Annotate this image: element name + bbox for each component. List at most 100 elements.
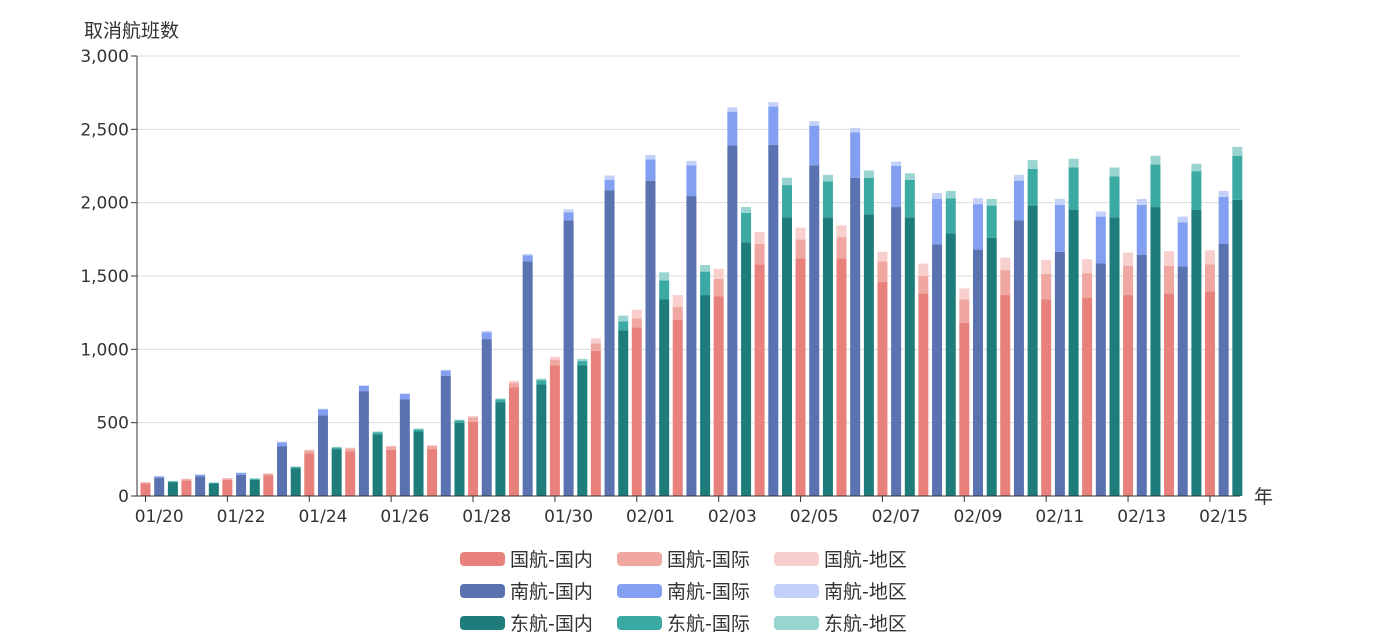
bar-segment	[140, 483, 151, 496]
bar-segment	[277, 441, 288, 443]
bar-segment	[1000, 257, 1011, 271]
bar-segment	[1177, 216, 1188, 223]
bar-segment	[604, 175, 615, 180]
bar-segment	[1191, 163, 1202, 172]
bar-segment	[836, 225, 847, 238]
legend-swatch	[774, 616, 819, 630]
bar-segment	[508, 383, 519, 388]
bar-segment	[672, 306, 683, 320]
bar-segment	[440, 375, 451, 496]
bar-segment	[577, 358, 588, 362]
bar-segment	[563, 212, 574, 221]
bar-segment	[167, 481, 178, 483]
bar-segment	[850, 127, 861, 133]
bar-segment	[659, 299, 670, 496]
legend-label: 南航-国内	[510, 581, 593, 603]
bar-segment	[631, 318, 642, 328]
bar-segment	[386, 449, 397, 496]
legend-label: 东航-国际	[667, 613, 750, 635]
bar-segment	[1013, 180, 1024, 221]
bar-segment	[904, 179, 915, 218]
bar-segment	[481, 331, 492, 333]
bar-segment	[1150, 164, 1161, 208]
bar-segment	[522, 255, 533, 262]
bar-segment	[1218, 196, 1229, 244]
bar-segment	[495, 398, 506, 400]
bar-segment	[317, 415, 328, 496]
bar-segment	[345, 448, 356, 452]
bar-segment	[413, 428, 424, 430]
legend-swatch	[774, 552, 819, 566]
bar-segment	[741, 242, 752, 496]
bar-segment	[522, 254, 533, 256]
bar-segment	[1232, 199, 1243, 497]
bar-segment	[167, 482, 178, 496]
y-tick-label: 1,500	[80, 267, 129, 287]
bar-segment	[563, 220, 574, 496]
bar-segment	[522, 261, 533, 496]
bar-segment	[741, 212, 752, 243]
bar-segment	[700, 265, 711, 272]
bar-segment	[822, 181, 833, 218]
bar-segment	[304, 449, 315, 451]
bar-segment	[468, 416, 479, 418]
bar-segment	[754, 243, 765, 265]
bar-segment	[768, 144, 779, 497]
bar-segment	[863, 214, 874, 496]
bars	[140, 102, 1243, 497]
bar-segment	[1204, 291, 1215, 496]
bar-segment	[809, 121, 820, 126]
bar-segment	[577, 361, 588, 366]
bar-segment	[1164, 265, 1174, 294]
bar-segment	[1177, 222, 1188, 267]
bar-segment	[427, 449, 438, 496]
y-tick-label: 2,500	[80, 120, 129, 140]
bar-segment	[304, 450, 315, 454]
bar-segment	[440, 369, 451, 371]
bar-segment	[741, 207, 752, 213]
bar-segment	[700, 295, 711, 496]
bar-segment	[236, 472, 247, 475]
bar-segment	[549, 359, 560, 366]
bar-segment	[727, 111, 738, 146]
bar-segment	[1136, 199, 1147, 205]
bar-segment	[345, 451, 356, 496]
bar-segment	[1095, 211, 1106, 217]
bar-segment	[1218, 190, 1229, 197]
bar-segment	[1068, 167, 1079, 210]
bar-segment	[386, 445, 397, 447]
bar-segment	[1150, 207, 1161, 496]
y-tick-label: 2,000	[80, 194, 129, 214]
bar-segment	[618, 330, 629, 496]
bar-segment	[973, 249, 983, 496]
x-tick-label: 01/22	[217, 507, 266, 527]
bar-segment	[836, 237, 847, 259]
bar-segment	[1218, 243, 1229, 496]
bar-segment	[782, 185, 792, 218]
bar-segment	[331, 446, 342, 448]
legend-swatch	[774, 584, 819, 598]
bar-segment	[1041, 273, 1052, 300]
bar-segment	[427, 445, 438, 450]
bar-segment	[1136, 204, 1147, 255]
bar-segment	[891, 166, 902, 208]
bar-segment	[713, 296, 724, 496]
bar-segment	[495, 402, 506, 496]
bar-segment	[1054, 199, 1065, 205]
bar-segment	[358, 386, 369, 392]
bar-segment	[986, 199, 997, 206]
bar-segment	[263, 473, 274, 476]
bar-segment	[536, 384, 547, 496]
x-tick-label: 01/30	[544, 507, 593, 527]
bar-segment	[481, 332, 492, 340]
bar-segment	[1095, 216, 1106, 264]
bar-segment	[249, 479, 260, 496]
bar-segment	[891, 161, 902, 166]
bar-segment	[604, 190, 615, 496]
bar-segment	[454, 422, 465, 496]
bar-segment	[317, 408, 328, 410]
bar-segment	[645, 155, 656, 160]
bar-segment	[181, 479, 192, 481]
y-tick-label: 1,000	[80, 340, 129, 360]
